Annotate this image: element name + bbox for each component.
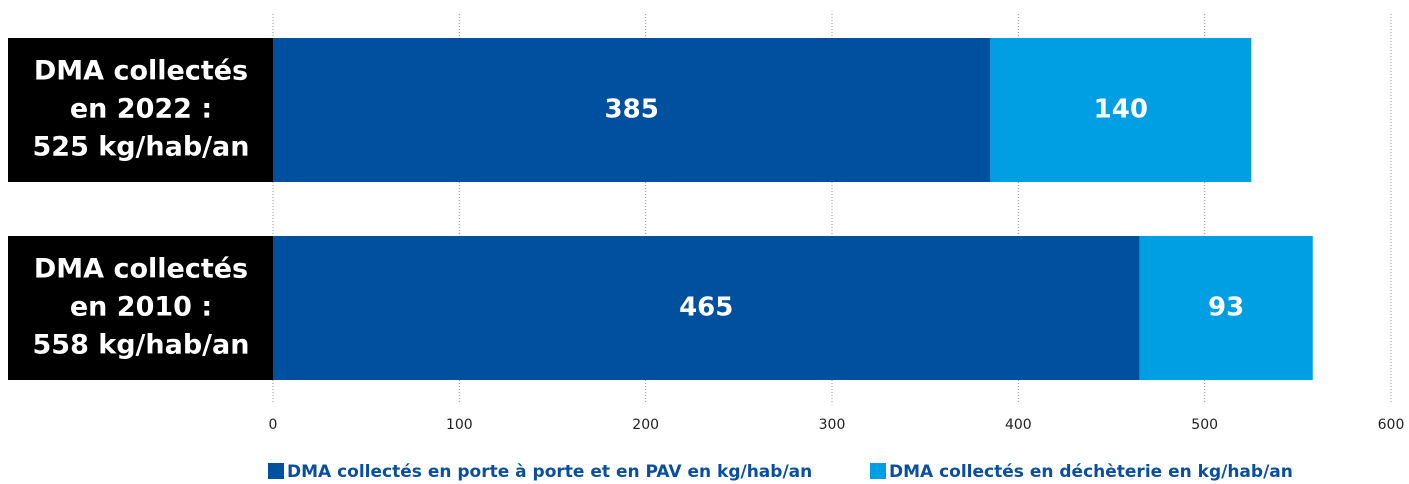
category-label: DMA collectés (34, 254, 248, 285)
x-tick-label: 100 (446, 417, 473, 433)
bar-segment (990, 38, 1252, 182)
category-box (8, 38, 273, 182)
category-label: 558 kg/hab/an (33, 330, 250, 361)
bar-segment (273, 236, 1140, 380)
legend-swatch (870, 463, 886, 479)
legend-swatch (268, 463, 284, 479)
category-label: en 2010 : (70, 292, 212, 323)
value-label: 140 (1094, 95, 1148, 125)
value-label: 465 (679, 293, 733, 323)
x-tick-label: 300 (819, 417, 846, 433)
bar-segment (1139, 236, 1313, 380)
x-tick-label: 400 (1005, 417, 1032, 433)
category-label: en 2022 : (70, 94, 212, 125)
value-label: 93 (1208, 293, 1244, 323)
category-label: DMA collectés (34, 56, 248, 87)
legend-label: DMA collectés en déchèterie en kg/hab/an (889, 462, 1293, 482)
category-box (8, 236, 273, 380)
x-tick-label: 500 (1191, 417, 1218, 433)
legend-label: DMA collectés en porte à porte et en PAV… (287, 462, 812, 482)
bar-segment (273, 38, 991, 182)
x-tick-label: 200 (632, 417, 659, 433)
x-tick-label: 0 (269, 417, 278, 433)
value-label: 385 (605, 95, 659, 125)
x-tick-label: 600 (1378, 417, 1405, 433)
category-label: 525 kg/hab/an (33, 132, 250, 163)
